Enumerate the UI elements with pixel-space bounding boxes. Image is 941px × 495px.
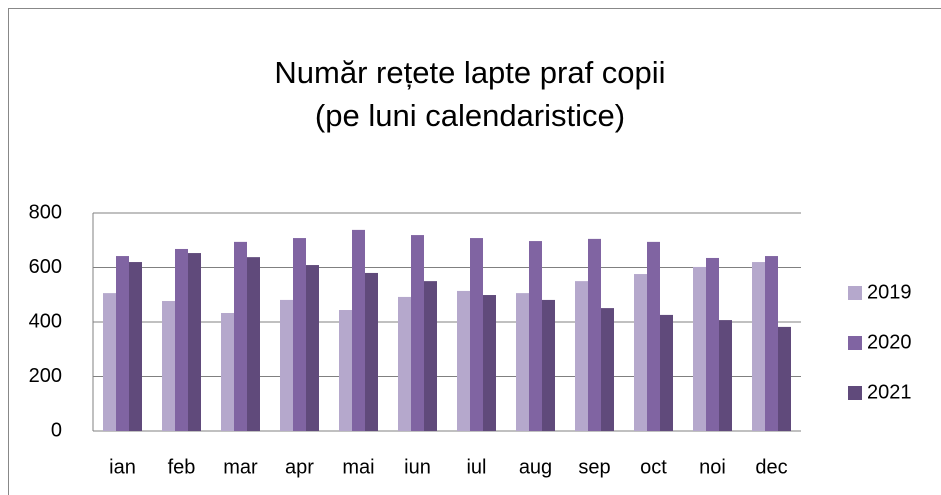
bar: [752, 262, 765, 431]
bar: [339, 310, 352, 431]
x-tick-label: dec: [755, 456, 787, 478]
y-tick-label: 600: [29, 256, 62, 278]
bar: [542, 299, 555, 431]
bar: [398, 296, 411, 431]
bar: [411, 235, 424, 431]
chart-title: (pe luni calendaristice): [315, 98, 625, 133]
x-tick-label: sep: [578, 456, 610, 478]
bar: [516, 293, 529, 431]
bar: [601, 308, 614, 431]
bar: [778, 326, 791, 431]
bar: [103, 293, 116, 431]
x-tick-label: ian: [109, 456, 136, 478]
x-tick-label: mar: [223, 456, 258, 478]
bar: [221, 313, 234, 431]
y-tick-label: 0: [51, 419, 62, 441]
bar: [280, 299, 293, 431]
bar: [693, 266, 706, 431]
bar: [719, 320, 732, 431]
bar: [706, 257, 719, 431]
legend-label: 2021: [867, 381, 912, 403]
bar: [660, 314, 673, 431]
bar: [765, 256, 778, 431]
x-tick-label: mai: [342, 456, 374, 478]
x-tick-label: feb: [168, 456, 196, 478]
bar: [306, 265, 319, 431]
bar: [529, 241, 542, 431]
legend-label: 2020: [867, 331, 912, 353]
y-tick-label: 400: [29, 310, 62, 332]
bar: [483, 295, 496, 431]
x-tick-label: oct: [640, 456, 667, 478]
x-tick-label: apr: [285, 456, 314, 478]
bar: [457, 290, 470, 431]
bar: [175, 248, 188, 431]
y-tick-label: 800: [29, 201, 62, 223]
bar: [424, 281, 437, 431]
bar: [234, 241, 247, 431]
legend-label: 2019: [867, 281, 912, 303]
legend-swatch: [848, 386, 862, 400]
bar: [588, 238, 601, 431]
bar: [365, 272, 378, 431]
x-tick-label: aug: [519, 456, 552, 478]
x-tick-label: iun: [404, 456, 431, 478]
bar: [352, 229, 365, 431]
legend-swatch: [848, 286, 862, 300]
bar: [129, 262, 142, 431]
bar: [647, 241, 660, 431]
chart-title: Număr rețete lapte praf copii: [274, 55, 665, 90]
bar: [162, 301, 175, 431]
y-tick-label: 200: [29, 365, 62, 387]
x-tick-label: iul: [466, 456, 486, 478]
legend-swatch: [848, 336, 862, 350]
bar: [247, 257, 260, 431]
bar: [116, 256, 129, 431]
bar: [634, 274, 647, 431]
bar: [188, 253, 201, 431]
x-tick-label: noi: [699, 456, 726, 478]
bar: [293, 238, 306, 431]
bar: [575, 281, 588, 431]
bar: [470, 238, 483, 431]
